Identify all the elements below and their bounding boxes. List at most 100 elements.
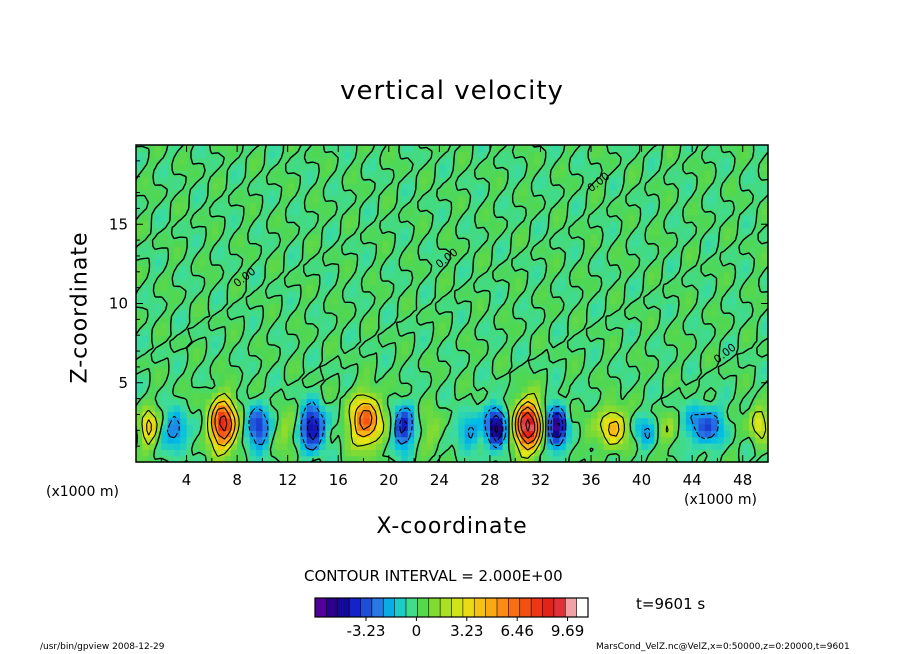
heatmap-cell	[445, 240, 453, 248]
heatmap-cell	[692, 233, 700, 241]
heatmap-cell	[761, 290, 769, 298]
heatmap-cell	[357, 297, 365, 305]
heatmap-cell	[698, 316, 706, 324]
heatmap-cell	[256, 176, 263, 184]
heatmap-cell	[256, 240, 263, 248]
heatmap-cell	[742, 417, 750, 425]
heatmap-cell	[591, 233, 598, 241]
heatmap-cell	[654, 398, 662, 406]
heatmap-cell	[736, 335, 744, 343]
heatmap-cell	[237, 316, 245, 324]
heatmap-cell	[319, 240, 327, 248]
heatmap-cell	[496, 423, 504, 431]
heatmap-cell	[275, 202, 282, 209]
heatmap-cell	[414, 252, 421, 260]
heatmap-cell	[660, 259, 668, 267]
heatmap-cell	[426, 430, 434, 438]
heatmap-cell	[294, 227, 301, 235]
heatmap-cell	[249, 449, 257, 457]
heatmap-cell	[616, 208, 624, 216]
heatmap-cell	[369, 202, 377, 209]
heatmap-cell	[439, 354, 447, 362]
heatmap-cell	[249, 385, 257, 393]
heatmap-cell	[319, 189, 327, 197]
heatmap-cell	[565, 392, 573, 400]
heatmap-cell	[761, 430, 769, 438]
heatmap-cell	[192, 322, 200, 330]
heatmap-cell	[161, 449, 169, 457]
heatmap-cell	[420, 373, 428, 381]
heatmap-cell	[167, 347, 175, 355]
heatmap-cell	[407, 449, 415, 457]
heatmap-cell	[180, 221, 188, 229]
heatmap-cell	[470, 341, 478, 349]
heatmap-cell	[508, 157, 516, 165]
heatmap-cell	[521, 278, 529, 286]
heatmap-cell	[237, 265, 245, 273]
heatmap-cell	[603, 392, 611, 400]
heatmap-cell	[477, 366, 485, 374]
heatmap-cell	[306, 170, 314, 178]
heatmap-cell	[224, 322, 232, 330]
heatmap-cell	[148, 385, 156, 393]
heatmap-cell	[673, 164, 681, 171]
heatmap-cell	[142, 455, 150, 463]
heatmap-cell	[660, 411, 668, 419]
heatmap-cell	[401, 297, 409, 305]
heatmap-cell	[357, 316, 365, 324]
heatmap-cell	[635, 183, 643, 190]
heatmap-cell	[679, 278, 687, 286]
heatmap-cell	[287, 227, 295, 235]
heatmap-cell	[730, 284, 737, 292]
heatmap-cell	[654, 284, 662, 292]
heatmap-cell	[199, 195, 207, 203]
heatmap-cell	[616, 385, 624, 393]
heatmap-cell	[262, 221, 270, 229]
heatmap-cell	[496, 271, 504, 279]
heatmap-cell	[300, 398, 308, 406]
heatmap-cell	[692, 436, 700, 444]
heatmap-cell	[685, 265, 693, 273]
heatmap-cell	[502, 379, 510, 387]
heatmap-cell	[237, 347, 245, 355]
heatmap-cell	[483, 208, 491, 216]
heatmap-cell	[357, 341, 365, 349]
heatmap-cell	[382, 252, 390, 260]
heatmap-cell	[458, 151, 466, 159]
heatmap-cell	[508, 252, 516, 260]
heatmap-cell	[515, 157, 523, 165]
heatmap-cell	[205, 379, 213, 387]
heatmap-cell	[704, 290, 712, 298]
heatmap-cell	[287, 290, 295, 298]
heatmap-cell	[521, 373, 529, 381]
heatmap-cell	[433, 221, 440, 229]
heatmap-cell	[679, 404, 687, 412]
heatmap-cell	[369, 246, 377, 254]
heatmap-cell	[698, 214, 706, 222]
heatmap-cell	[742, 252, 750, 260]
heatmap-cell	[717, 278, 725, 286]
heatmap-cell	[502, 398, 510, 406]
heatmap-cell	[673, 265, 681, 273]
heatmap-cell	[521, 233, 529, 241]
heatmap-cell	[534, 449, 542, 457]
heatmap-cell	[553, 335, 561, 343]
heatmap-cell	[281, 214, 289, 222]
heatmap-cell	[458, 455, 466, 463]
heatmap-cell	[199, 354, 207, 362]
heatmap-cell	[559, 183, 567, 190]
heatmap-cell	[154, 221, 162, 229]
heatmap-cell	[553, 303, 561, 311]
heatmap-cell	[540, 335, 548, 343]
heatmap-cell	[281, 335, 289, 343]
heatmap-cell	[142, 183, 150, 190]
heatmap-cell	[603, 322, 611, 330]
heatmap-cell	[376, 436, 384, 444]
heatmap-cell	[654, 227, 662, 235]
heatmap-cell	[382, 411, 390, 419]
heatmap-cell	[426, 436, 434, 444]
heatmap-cell	[749, 442, 756, 450]
heatmap-cell	[610, 157, 617, 165]
heatmap-cell	[382, 214, 390, 222]
heatmap-cell	[350, 176, 358, 184]
